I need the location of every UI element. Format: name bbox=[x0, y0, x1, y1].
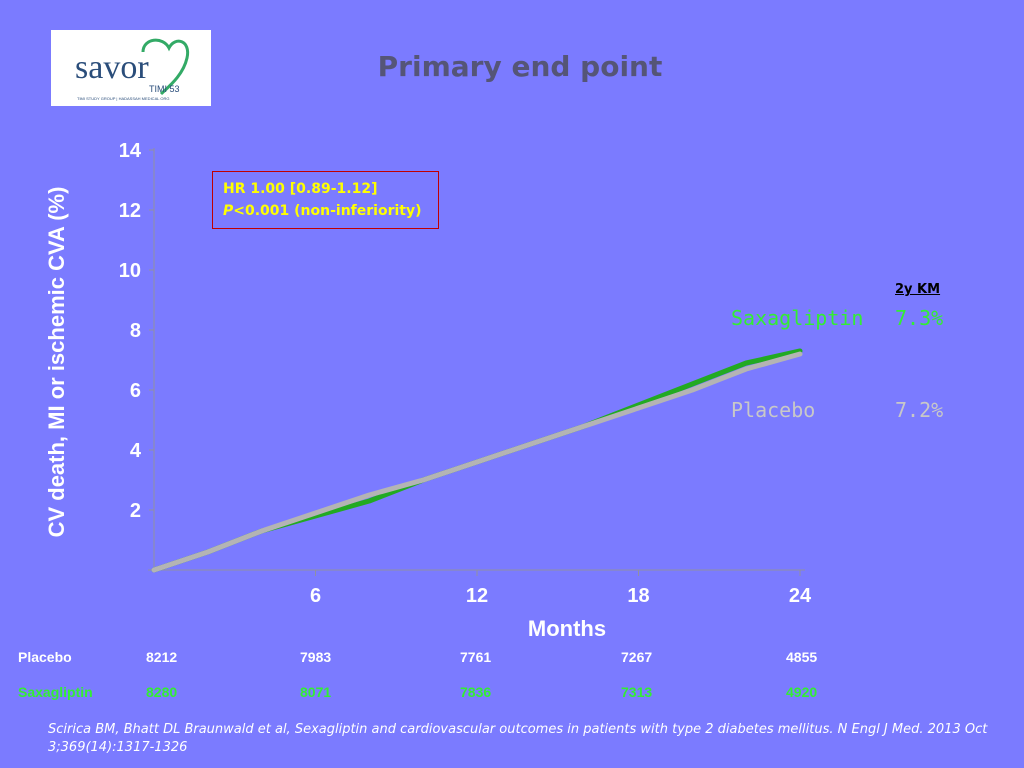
x-ticks: 6 12 18 24 bbox=[310, 570, 812, 607]
legend-placebo-value: 7.2% bbox=[895, 398, 944, 422]
risk-row-label: Saxagliptin bbox=[18, 684, 93, 700]
risk-cell: 7983 bbox=[300, 649, 332, 665]
risk-cell: 7836 bbox=[460, 684, 492, 700]
y-tick-label: 4 bbox=[130, 440, 142, 462]
savor-logo: savor TIMI 53 TIMI STUDY GROUP | HADASSA… bbox=[51, 30, 211, 106]
page-title: Primary end point bbox=[377, 50, 663, 83]
y-tick-label: 14 bbox=[119, 140, 142, 162]
legend-header: 2y KM bbox=[895, 282, 941, 297]
risk-cell: 8212 bbox=[146, 649, 178, 665]
y-tick-label: 6 bbox=[130, 380, 141, 402]
y-tick-label: 2 bbox=[130, 500, 141, 522]
x-tick-label: 24 bbox=[789, 585, 812, 607]
hazard-ratio-text: HR 1.00 [0.89-1.12] bbox=[223, 181, 378, 197]
risk-cell: 4855 bbox=[786, 649, 818, 665]
x-tick-label: 6 bbox=[310, 585, 321, 607]
y-tick-label: 12 bbox=[119, 200, 141, 222]
risk-cell: 7313 bbox=[621, 684, 653, 700]
p-value-rest: <0.001 (non-inferiority) bbox=[233, 203, 422, 219]
hazard-ratio-box: HR 1.00 [0.89-1.12] P<0.001 (non-inferio… bbox=[212, 171, 439, 229]
p-italic: P bbox=[223, 203, 234, 219]
reference-citation: Scirica BM, Bhatt DL Braunwald et al, Se… bbox=[48, 722, 988, 755]
p-value-text: P<0.001 (non-inferiority) bbox=[223, 200, 428, 222]
risk-cell: 8071 bbox=[300, 684, 332, 700]
y-ticks: 2 4 6 8 10 12 14 bbox=[119, 140, 154, 522]
legend-placebo-name: Placebo bbox=[731, 398, 816, 422]
risk-cell: 8280 bbox=[146, 684, 178, 700]
x-tick-label: 12 bbox=[466, 585, 488, 607]
risk-cell: 7761 bbox=[460, 649, 492, 665]
y-tick-label: 10 bbox=[119, 260, 141, 282]
legend-saxagliptin-value: 7.3% bbox=[895, 306, 944, 330]
risk-cell: 7267 bbox=[621, 649, 653, 665]
logo-subtext: TIMI 53 bbox=[149, 84, 180, 94]
series-lines bbox=[151, 348, 803, 573]
y-tick-label: 8 bbox=[130, 320, 141, 342]
x-axis-label: Months bbox=[528, 616, 606, 641]
logo-tiny-text: TIMI STUDY GROUP | HADASSAH MEDICAL ORG bbox=[77, 96, 170, 101]
savor-logo-graphic: savor TIMI 53 TIMI STUDY GROUP | HADASSA… bbox=[75, 38, 190, 101]
legend-saxagliptin-name: Saxagliptin bbox=[731, 306, 864, 330]
risk-row-label: Placebo bbox=[18, 649, 72, 665]
risk-cell: 4920 bbox=[786, 684, 818, 700]
series-line-placebo bbox=[151, 351, 803, 573]
x-tick-label: 18 bbox=[627, 585, 649, 607]
y-axis-label: CV death, MI or ischemic CVA (%) bbox=[44, 186, 69, 538]
logo-heart-icon bbox=[141, 38, 190, 96]
logo-text: savor bbox=[75, 49, 149, 86]
